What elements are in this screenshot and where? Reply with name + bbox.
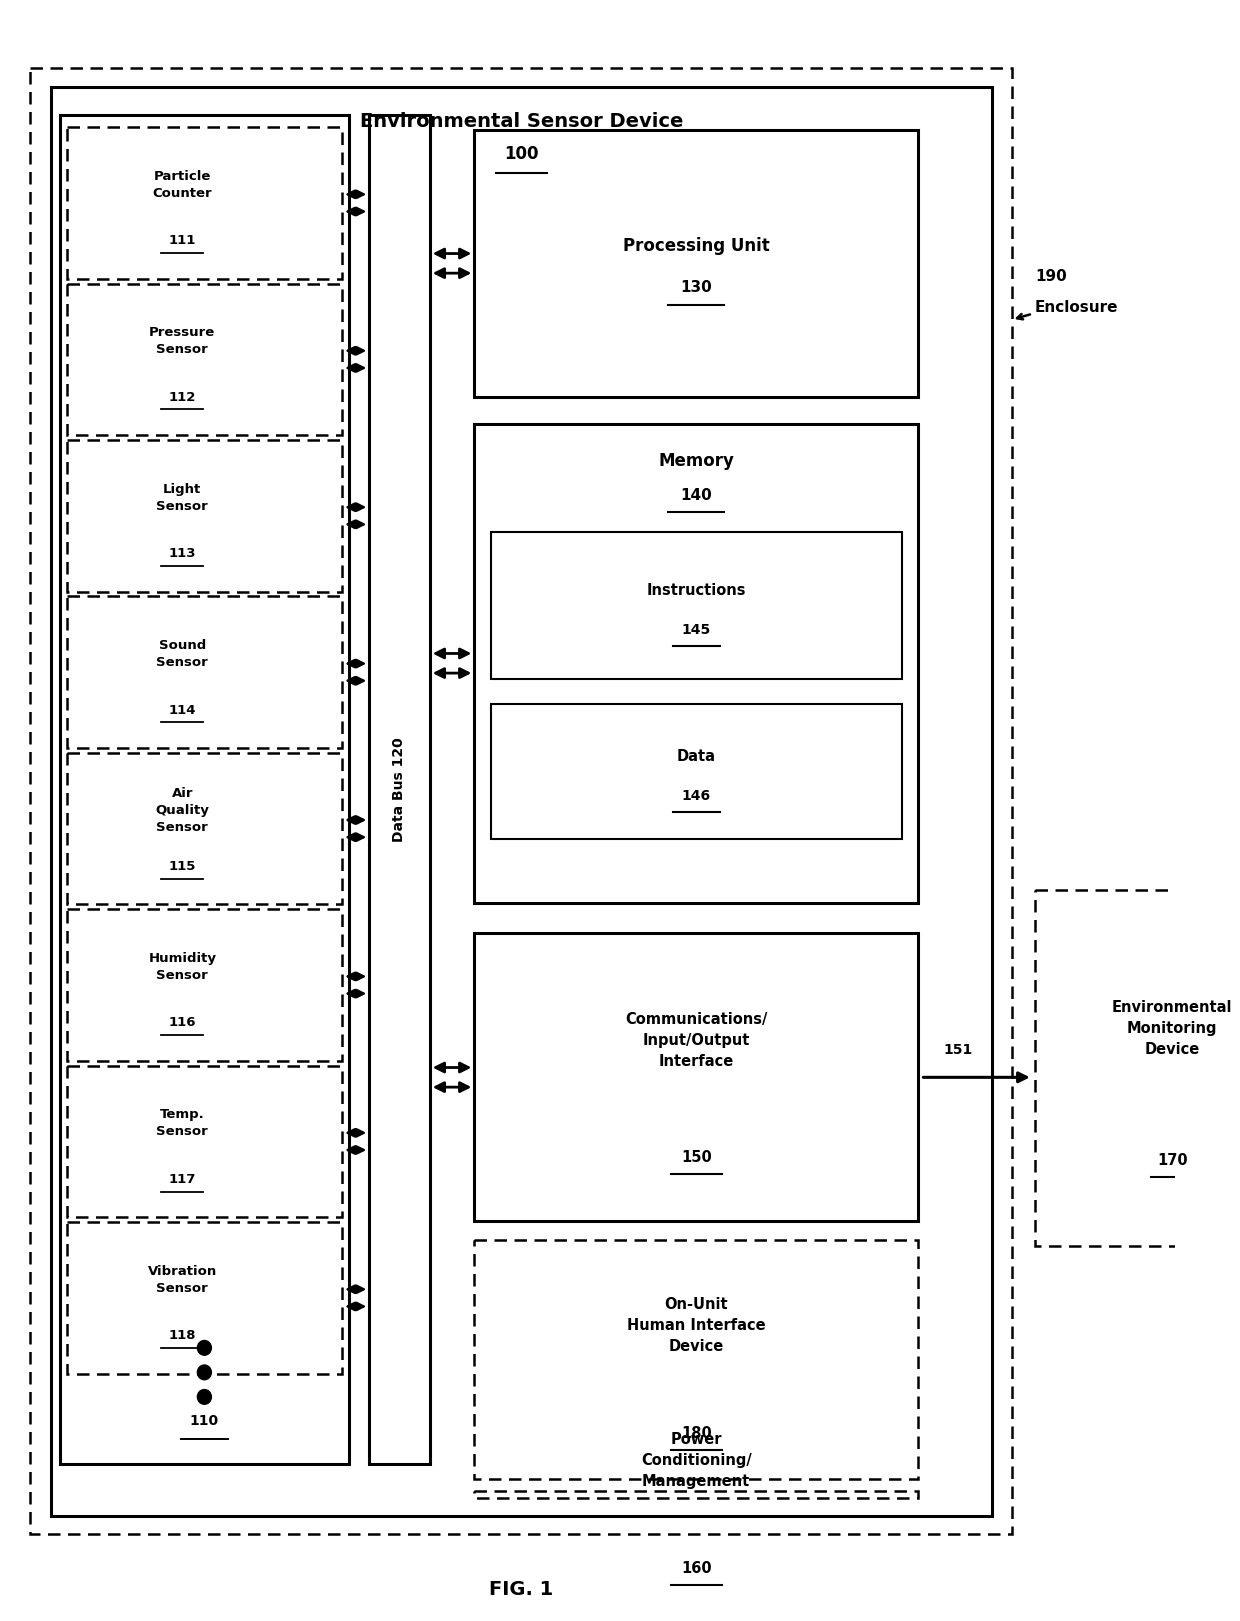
Text: 114: 114 (169, 704, 196, 716)
Text: FIG. 1: FIG. 1 (490, 1580, 554, 1598)
Text: Environmental Sensor Device: Environmental Sensor Device (360, 112, 683, 131)
Text: Power
Conditioning/
Management: Power Conditioning/ Management (641, 1431, 751, 1488)
Text: Particle
Counter: Particle Counter (153, 170, 212, 199)
Bar (67, 909, 342, 1060)
Bar (474, 425, 918, 903)
Text: 190: 190 (1035, 269, 1066, 284)
Text: Processing Unit: Processing Unit (622, 237, 770, 254)
Bar (474, 1240, 918, 1478)
Text: 118: 118 (169, 1329, 196, 1342)
Text: 112: 112 (169, 391, 196, 404)
Text: Pressure
Sensor: Pressure Sensor (149, 326, 216, 357)
Text: Enclosure: Enclosure (1035, 300, 1118, 314)
Bar (474, 130, 918, 397)
Bar (491, 704, 901, 838)
Text: 116: 116 (169, 1016, 196, 1029)
Bar (67, 1065, 342, 1217)
Bar (67, 126, 342, 279)
Bar (1035, 890, 1240, 1247)
Text: Temp.
Sensor: Temp. Sensor (156, 1109, 208, 1138)
Bar (67, 752, 342, 905)
Text: 150: 150 (681, 1149, 712, 1164)
Text: Instructions: Instructions (646, 584, 746, 598)
Text: 100: 100 (505, 146, 539, 164)
Bar (67, 284, 342, 434)
Text: 170: 170 (1157, 1153, 1188, 1167)
Text: 130: 130 (681, 280, 712, 295)
Text: Vibration
Sensor: Vibration Sensor (148, 1264, 217, 1295)
Circle shape (197, 1341, 211, 1355)
Bar (491, 532, 901, 679)
Text: 140: 140 (681, 488, 712, 503)
Text: Sound
Sensor: Sound Sensor (156, 639, 208, 669)
Circle shape (197, 1365, 211, 1379)
Bar (51, 86, 992, 1516)
Text: Communications/
Input/Output
Interface: Communications/ Input/Output Interface (625, 1012, 768, 1068)
Text: Environmental
Monitoring
Device: Environmental Monitoring Device (1112, 1000, 1233, 1057)
Circle shape (197, 1389, 211, 1404)
Text: Data Bus 120: Data Bus 120 (393, 738, 407, 841)
Text: 117: 117 (169, 1174, 196, 1187)
Text: 110: 110 (190, 1415, 219, 1428)
Text: Data: Data (677, 749, 715, 763)
Text: Light
Sensor: Light Sensor (156, 483, 208, 512)
Text: On-Unit
Human Interface
Device: On-Unit Human Interface Device (627, 1297, 765, 1354)
Bar (60, 115, 350, 1464)
Text: 113: 113 (169, 548, 196, 561)
Bar (67, 439, 342, 592)
Text: 180: 180 (681, 1425, 712, 1441)
Text: Memory: Memory (658, 452, 734, 470)
Text: 151: 151 (944, 1044, 973, 1057)
Text: 160: 160 (681, 1561, 712, 1576)
Text: Air
Quality
Sensor: Air Quality Sensor (155, 786, 210, 833)
Bar (67, 597, 342, 747)
Bar (474, 934, 918, 1222)
Bar (370, 115, 430, 1464)
Bar (30, 68, 1012, 1535)
Text: Humidity
Sensor: Humidity Sensor (149, 952, 216, 982)
Bar (67, 1222, 342, 1373)
Text: 111: 111 (169, 235, 196, 248)
Bar (474, 1491, 918, 1498)
Text: 146: 146 (682, 789, 711, 802)
Text: 115: 115 (169, 861, 196, 874)
Text: 145: 145 (682, 622, 711, 637)
